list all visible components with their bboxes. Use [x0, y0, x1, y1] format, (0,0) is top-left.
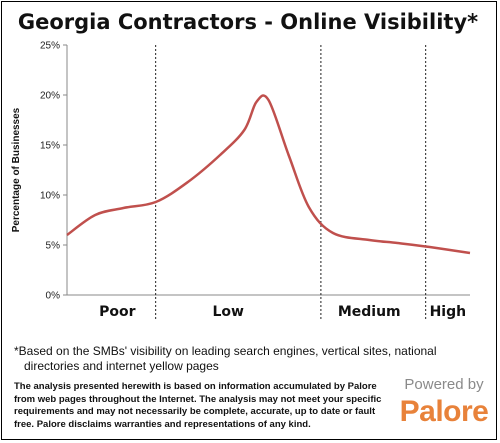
- series-line: [66, 94, 471, 255]
- category-label: Poor: [99, 304, 135, 320]
- chart-title: Georgia Contractors - Online Visibility*: [17, 10, 479, 34]
- y-tick-label: 5%: [46, 241, 61, 252]
- axis-labels: 0% 5% 10% 15% 20% 25% Percentage of Businesses…: [11, 41, 466, 321]
- y-tick-label: 15%: [40, 141, 60, 152]
- brand-name: Palore: [399, 395, 489, 428]
- y-tick-label: 20%: [40, 91, 60, 102]
- divider-lines: [155, 45, 427, 320]
- category-label: High: [430, 304, 467, 320]
- y-tick-label: 0%: [46, 291, 61, 302]
- footnote-line-2: directories and internet yellow pages: [24, 359, 219, 373]
- y-tick-label: 10%: [40, 191, 60, 202]
- brand-logo: Powered by Palore: [396, 376, 492, 430]
- category-label: Medium: [338, 304, 401, 320]
- footnote: *Based on the SMBs' visibility on leadin…: [14, 344, 484, 374]
- series-lines: [66, 94, 471, 255]
- footnote-line-1: *Based on the SMBs' visibility on leadin…: [14, 344, 437, 358]
- y-axis-title: Percentage of Businesses: [11, 107, 22, 232]
- disclaimer-text: The analysis presented herewith is based…: [14, 381, 382, 430]
- category-label: Low: [212, 304, 244, 320]
- axes: [63, 44, 470, 296]
- powered-by-text: Powered by: [404, 376, 484, 393]
- y-tick-label: 25%: [40, 41, 60, 52]
